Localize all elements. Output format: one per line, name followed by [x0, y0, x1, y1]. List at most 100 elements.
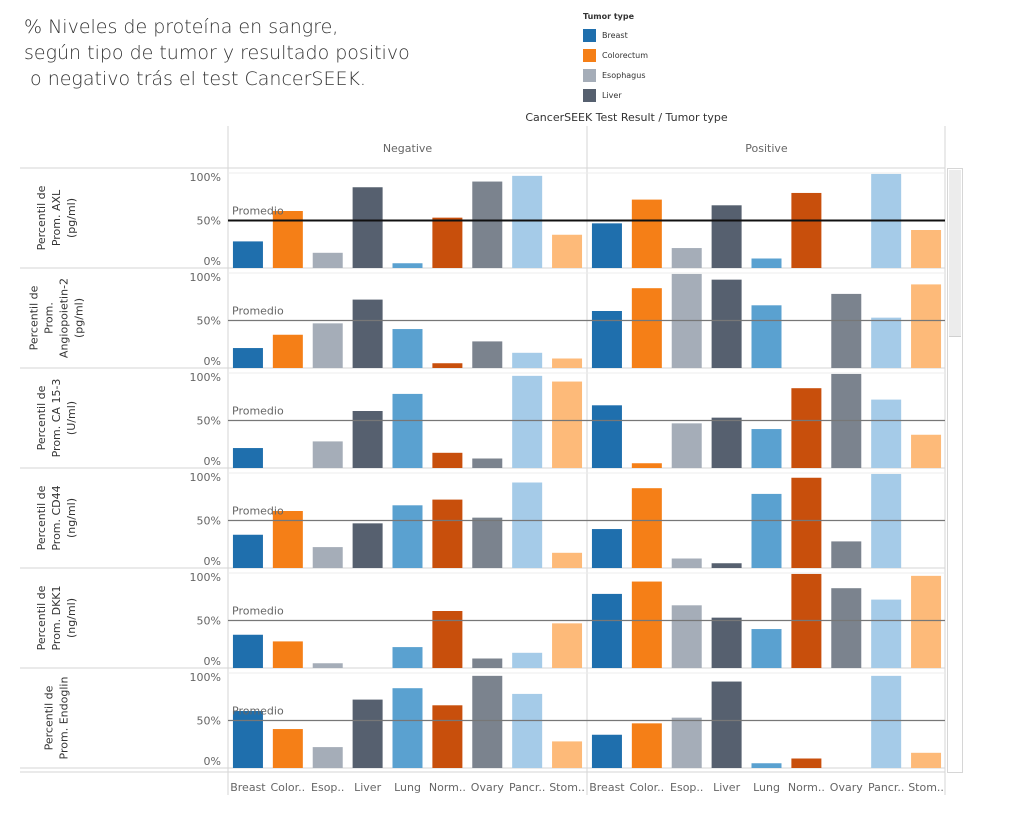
row-label-line: Percentil de — [35, 385, 48, 450]
bar-positive-3 — [711, 205, 742, 268]
y-tick-label: 0% — [204, 355, 221, 368]
x-tick-label: Breast — [589, 781, 625, 794]
bar-negative-1 — [272, 641, 303, 668]
bar-positive-5 — [791, 758, 822, 768]
x-tick-label: Lung — [394, 781, 421, 794]
row-label-line: Percentil de — [28, 285, 41, 350]
x-tick-label: Norm.. — [788, 781, 825, 794]
bar-positive-6 — [831, 293, 862, 368]
bar-negative-8 — [552, 623, 583, 668]
row-label: Percentil de Prom. Angiopoietin-2 (pg/ml) — [28, 278, 86, 358]
bar-negative-1 — [272, 511, 303, 568]
bar-negative-5 — [432, 705, 463, 768]
legend-swatch — [583, 28, 596, 42]
bar-positive-7 — [871, 399, 902, 468]
row-label-line: Prom. CA 15-3 — [50, 379, 63, 458]
chart-header: CancerSEEK Test Result / Tumor type — [525, 111, 727, 124]
bar-positive-4 — [751, 429, 782, 468]
column-header-negative: Negative — [383, 142, 433, 155]
bar-positive-0 — [591, 223, 622, 268]
bar-negative-4 — [392, 263, 423, 268]
row-label-line: Percentil de — [43, 685, 56, 750]
x-tick-label: Liver — [354, 781, 381, 794]
bar-negative-2 — [312, 663, 343, 668]
bar-positive-5 — [791, 388, 822, 468]
legend-item-breast[interactable]: Breast — [583, 25, 648, 45]
y-tick-label: 50% — [197, 215, 221, 228]
legend-item-colorectum[interactable]: Colorectum — [583, 45, 648, 65]
bar-positive-1 — [631, 199, 662, 268]
y-tick-label: 50% — [197, 415, 221, 428]
row-label-line: (ng/ml) — [65, 598, 78, 638]
row-label-line: Percentil de — [35, 585, 48, 650]
row-label: Percentil de Prom. AXL (pg/ml) — [35, 185, 78, 250]
bar-positive-3 — [711, 681, 742, 768]
reference-label: Promedio — [232, 705, 284, 718]
row-label: Percentil de Prom. CA 15-3 (U/ml) — [35, 379, 78, 458]
legend: Tumor type Breast Colorectum Esophagus L… — [583, 12, 648, 105]
bar-negative-8 — [552, 381, 583, 468]
bar-positive-0 — [591, 593, 622, 668]
vertical-scrollbar[interactable] — [947, 168, 963, 773]
bar-negative-2 — [312, 323, 343, 368]
bar-negative-0 — [232, 711, 263, 768]
bar-positive-0 — [591, 405, 622, 468]
x-tick-label: Breast — [230, 781, 266, 794]
bar-positive-2 — [671, 605, 702, 668]
bar-negative-0 — [232, 241, 263, 268]
bar-negative-7 — [512, 352, 543, 368]
y-tick-label: 0% — [204, 655, 221, 668]
bar-positive-8 — [911, 284, 942, 368]
legend-label: Colorectum — [602, 50, 649, 60]
legend-label: Esophagus — [602, 70, 646, 80]
reference-label: Promedio — [232, 505, 284, 518]
title-line-2: según tipo de tumor y resultado positivo — [24, 42, 410, 64]
y-tick-label: 50% — [197, 515, 221, 528]
bar-negative-8 — [552, 552, 583, 568]
column-header-positive: Positive — [745, 142, 788, 155]
bar-positive-7 — [871, 317, 902, 368]
y-tick-label: 0% — [204, 755, 221, 768]
bar-negative-8 — [552, 358, 583, 368]
title-line-3: o negativo trás el test CancerSEEK. — [24, 68, 366, 90]
x-tick-label: Liver — [713, 781, 740, 794]
bar-negative-7 — [512, 375, 543, 468]
row-label: Percentil de Prom. DKK1 (ng/ml) — [35, 585, 78, 650]
bar-negative-6 — [472, 458, 503, 468]
bar-negative-0 — [232, 634, 263, 668]
bar-negative-2 — [312, 747, 343, 768]
bar-positive-8 — [911, 434, 942, 468]
x-tick-label: Pancr.. — [509, 781, 545, 794]
scrollbar-thumb[interactable] — [949, 170, 961, 337]
row-label-line: (pg/ml) — [73, 298, 86, 338]
row-label-line: (pg/ml) — [65, 198, 78, 238]
y-tick-label: 100% — [190, 371, 221, 384]
legend-item-esophagus[interactable]: Esophagus — [583, 65, 648, 85]
bar-positive-1 — [631, 723, 662, 768]
bar-positive-0 — [591, 311, 622, 368]
bar-positive-4 — [751, 305, 782, 368]
x-tick-label: Esop.. — [311, 781, 344, 794]
bar-negative-5 — [432, 363, 463, 368]
legend-item-liver[interactable]: Liver — [583, 85, 648, 105]
bar-negative-1 — [272, 729, 303, 768]
bar-positive-3 — [711, 617, 742, 668]
x-tick-label: Ovary — [830, 781, 863, 794]
y-tick-label: 50% — [197, 615, 221, 628]
bar-negative-3 — [352, 699, 383, 768]
bar-negative-6 — [472, 341, 503, 368]
legend-label: Breast — [602, 30, 628, 40]
legend-swatch — [583, 68, 596, 82]
x-tick-label: Color.. — [270, 781, 305, 794]
y-tick-label: 100% — [190, 171, 221, 184]
y-tick-label: 0% — [204, 555, 221, 568]
bar-negative-6 — [472, 181, 503, 268]
bar-positive-1 — [631, 463, 662, 468]
bar-negative-3 — [352, 299, 383, 368]
bar-negative-6 — [472, 517, 503, 568]
reference-label: Promedio — [232, 205, 284, 218]
bar-negative-7 — [512, 175, 543, 268]
bar-positive-6 — [831, 541, 862, 568]
bar-negative-4 — [392, 647, 423, 668]
bar-negative-8 — [552, 741, 583, 768]
